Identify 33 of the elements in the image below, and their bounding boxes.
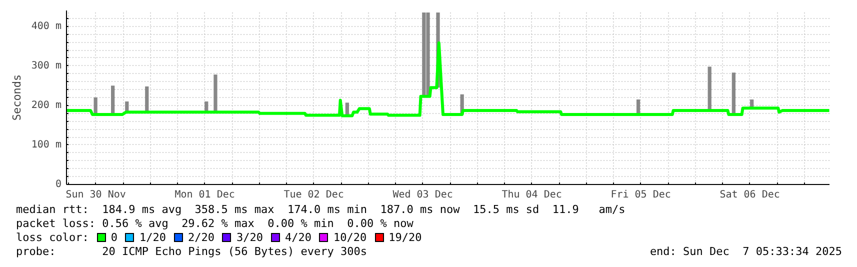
bar — [732, 72, 736, 115]
x-tick-label: Sat 06 Dec — [720, 190, 780, 200]
legend-label: 0 — [110, 231, 118, 244]
x-tick-label: Wed 03 Dec — [392, 190, 453, 200]
y-tick-label: 100 m — [31, 139, 62, 150]
legend-label: 3/20 — [236, 231, 263, 244]
y-tick-label: 200 m — [31, 100, 62, 111]
x-tick-label: Tue 02 Dec — [284, 190, 344, 200]
bar — [422, 12, 426, 96]
x-tick-label: Fri 05 Dec — [610, 190, 671, 200]
bar — [708, 66, 712, 111]
legend-label: 4/20 — [284, 231, 312, 244]
y-axis-title: Seconds — [10, 74, 24, 121]
line-series — [66, 41, 830, 118]
text: packet loss: 0.56 % avg 29.62 % max 0.00 % min 0.00 % now — [16, 217, 414, 231]
legend-label: 10/20 — [333, 231, 367, 244]
legend-label: 19/20 — [388, 231, 422, 244]
bar — [214, 74, 218, 112]
x-tick-label: Thu 04 Dec — [502, 190, 562, 200]
y-tick-label: 400 m — [31, 20, 62, 32]
text: median rtt: 184.9 ms avg 358.5 ms max 174.0 ms min 187.0 ms now 15.5 ms sd 11.9 am/s — [16, 203, 626, 217]
y-tick-label: 0 — [55, 179, 62, 190]
bar — [145, 86, 149, 112]
x-tick-label: Mon 01 Dec — [174, 190, 235, 200]
bar — [426, 12, 430, 96]
text: end: Sun Dec 7 05:33:34 2025 — [650, 245, 842, 259]
bar — [111, 86, 115, 115]
y-tick-label: 300 m — [31, 60, 62, 72]
x-tick-label: Sun 30 Nov — [66, 190, 126, 200]
legend-label: 1/20 — [139, 231, 166, 244]
legend-label: 2/20 — [188, 231, 214, 244]
legend-title: loss color: — [16, 231, 89, 244]
text: probe: 20 ICMP Echo Pings (56 Bytes) every 300s — [16, 245, 367, 259]
